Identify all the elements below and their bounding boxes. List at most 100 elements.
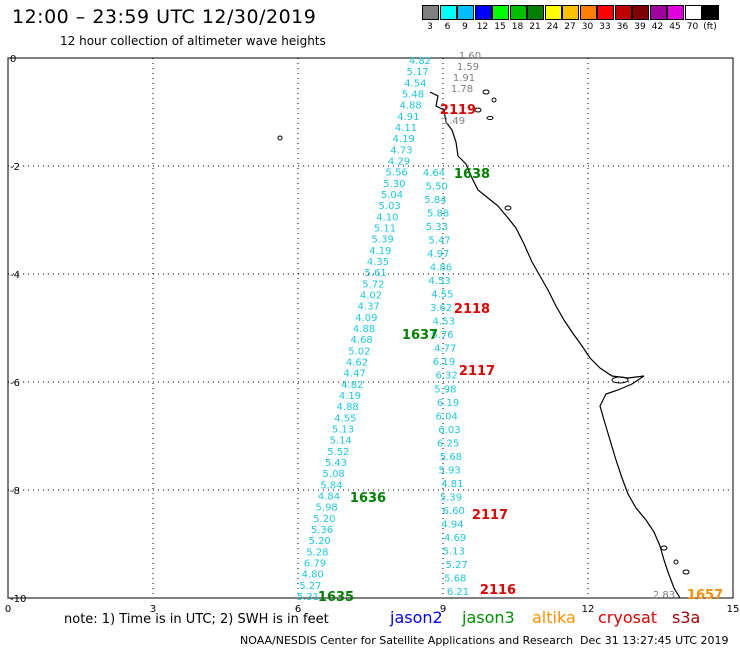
wave-height-value: 5.33 <box>426 222 448 233</box>
wave-height-value: 5.36 <box>311 525 333 536</box>
wave-height-value: 5.13 <box>443 546 465 557</box>
wave-height-value: 4.73 <box>390 145 412 156</box>
legend-item-cryosat: cryosat <box>598 608 658 627</box>
note-text: note: 1) Time is in UTC; 2) SWH is in fe… <box>64 612 329 627</box>
wave-height-value: 4.86 <box>430 263 452 274</box>
wave-height-value: 5.43 <box>325 458 347 469</box>
wave-height-value: 4.97 <box>427 249 449 260</box>
island <box>482 89 490 95</box>
wave-height-value: 5.88 <box>427 209 449 220</box>
wave-height-value: 5.11 <box>374 224 396 235</box>
color-swatch <box>597 5 614 20</box>
wave-height-value: 4.02 <box>360 291 382 302</box>
color-swatch-label: 12 <box>476 22 489 32</box>
color-swatch <box>492 5 509 20</box>
wave-height-value: 6.19 <box>437 398 459 409</box>
wave-height-value: 4.88 <box>400 101 422 112</box>
color-swatch <box>632 5 649 20</box>
wave-height-value: 4.77 <box>434 344 456 355</box>
y-tick-label: -4 <box>10 270 20 281</box>
wave-height-value: 4.64 <box>423 168 445 179</box>
island <box>277 135 283 141</box>
wave-height-value: 6.79 <box>304 559 326 570</box>
y-tick-label: 0 <box>10 54 16 65</box>
wave-height-value: 4.19 <box>369 246 391 257</box>
color-swatch-label: 33 <box>599 22 611 32</box>
wave-height-value: 5.08 <box>323 469 345 480</box>
pass-time-label: 1635 <box>318 590 354 605</box>
wave-height-value: 5.30 <box>383 179 405 190</box>
wave-height-value: 5.28 <box>306 547 328 558</box>
wave-height-value: 4.81 <box>441 479 463 490</box>
wave-height-value: 5.20 <box>313 514 335 525</box>
x-tick-label: 6 <box>295 604 301 615</box>
wave-height-value: 4.82 <box>341 380 363 391</box>
legend-item-jason2: jason2 <box>390 608 443 627</box>
wave-height-value: 4.09 <box>355 313 377 324</box>
wave-height-value: 5.52 <box>327 447 349 458</box>
wave-height-value: 4.37 <box>358 302 380 313</box>
wave-height-value: 4.47 <box>344 369 366 380</box>
pass-time-label: 1657 <box>687 588 723 603</box>
island <box>474 107 482 113</box>
y-tick-label: -6 <box>10 378 20 389</box>
pass-time-label: 2119 <box>440 103 476 118</box>
x-tick-label: 15 <box>727 604 740 615</box>
color-swatch <box>474 5 492 20</box>
wave-height-value: 5.98 <box>434 384 456 395</box>
timestamp: Dec 31 13:27:45 UTC 2019 <box>580 634 729 647</box>
wave-height-value: 6.25 <box>437 438 459 449</box>
island <box>504 205 512 211</box>
color-swatch <box>702 5 719 20</box>
y-tick-label: -8 <box>10 486 20 497</box>
wave-height-value: 4.69 <box>444 533 466 544</box>
color-swatch-label: 21 <box>529 22 541 32</box>
wave-height-value: 6.04 <box>436 411 458 422</box>
wave-height-value: 5.68 <box>444 573 466 584</box>
wave-height-value: 4.29 <box>388 157 410 168</box>
wave-height-value: 5.02 <box>348 346 370 357</box>
wave-height-value: 4.10 <box>376 212 398 223</box>
wave-height-value: 4.19 <box>339 391 361 402</box>
color-swatch <box>667 5 684 20</box>
color-swatch <box>422 5 439 20</box>
x-tick-label: 3 <box>150 604 156 615</box>
wave-height-value: 5.84 <box>424 195 446 206</box>
color-swatch-label: (ft) <box>703 22 717 32</box>
wave-height-value: 5.76 <box>431 330 453 341</box>
y-tick-label: -2 <box>10 162 20 173</box>
color-swatch-label: 70 <box>686 22 699 32</box>
wave-height-value: 4.91 <box>397 112 419 123</box>
pass-time-label: 2117 <box>472 508 508 523</box>
color-swatch <box>457 5 474 20</box>
color-swatch <box>649 5 667 20</box>
wave-height-value: 4.88 <box>337 402 359 413</box>
wave-height-value-gray: 1.60 <box>459 51 481 62</box>
wave-height-value: 4.11 <box>395 123 417 134</box>
wave-height-value: 6.19 <box>433 357 455 368</box>
color-swatch-label: 36 <box>616 22 629 32</box>
color-swatch-label: 3 <box>427 22 433 32</box>
pass-time-label: 2118 <box>454 302 490 317</box>
island <box>682 569 690 575</box>
legend-item-s3a: s3a <box>672 608 701 627</box>
wave-height-value: 5.68 <box>440 452 462 463</box>
wave-height-value-gray: 2.83 <box>653 590 675 601</box>
wave-height-value: 5.03 <box>379 201 401 212</box>
color-swatch <box>614 5 632 20</box>
color-swatch-label: 24 <box>546 22 559 32</box>
wave-height-value: 5.84 <box>320 480 342 491</box>
wave-height-value: 5.39 <box>372 235 394 246</box>
wave-height-value: 4.68 <box>351 335 373 346</box>
wave-height-value: 4.94 <box>441 519 463 530</box>
color-swatch-label: 27 <box>564 22 576 32</box>
wave-height-value: 4.88 <box>353 324 375 335</box>
coastline <box>429 91 681 599</box>
island <box>491 97 497 103</box>
wave-height-value-gray: 1.91 <box>453 73 475 84</box>
wave-height-value-gray: 1.78 <box>451 84 473 95</box>
wave-height-value: 5.72 <box>362 279 384 290</box>
island <box>611 376 629 384</box>
pass-time-label: 1636 <box>350 491 386 506</box>
chart-subtitle: 12 hour collection of altimeter wave hei… <box>60 34 326 48</box>
